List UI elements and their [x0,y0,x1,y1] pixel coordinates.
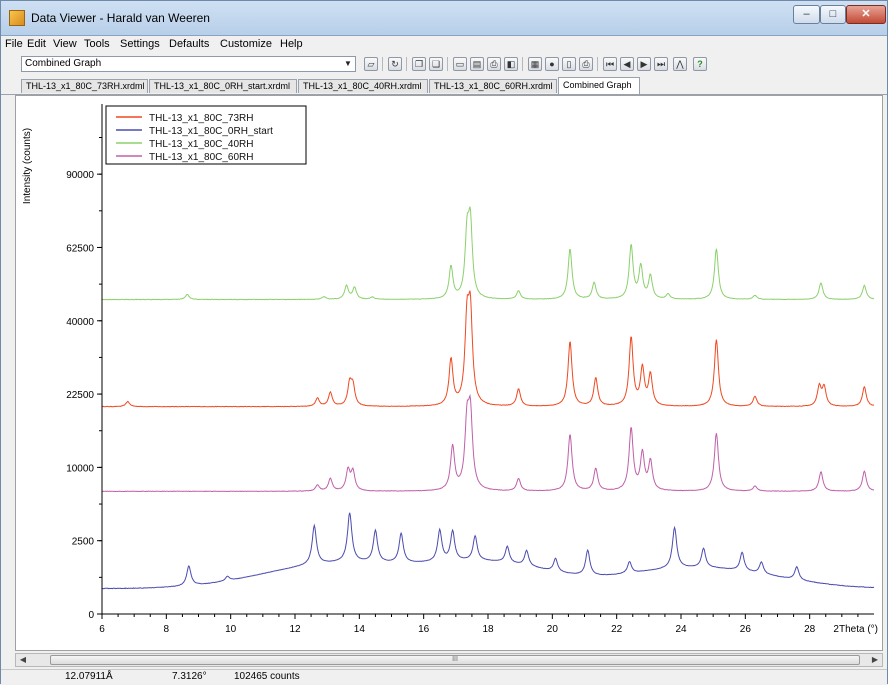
series-line [101,512,875,590]
y-tick-label: 90000 [66,170,94,181]
menu-edit[interactable]: Edit [27,38,46,50]
page-icon[interactable]: ▯ [562,57,576,71]
x-tick-label: 22 [611,624,623,635]
menu-tools[interactable]: Tools [84,38,110,50]
x-tick-label: 26 [740,624,752,635]
y-tick-label: 2500 [72,537,95,548]
horizontal-scrollbar[interactable]: ◀ III ▶ [15,653,883,667]
export-icon[interactable]: ▭ [453,57,467,71]
x-tick-label: 8 [164,624,170,635]
x-tick-label: 28 [804,624,816,635]
status-d-spacing: 12.07911Å [65,671,113,682]
toolbar-separator [522,57,523,71]
tab-strip: THL-13_x1_80C_73RH.xrdml THL-13_x1_80C_0… [1,77,887,95]
menu-help[interactable]: Help [280,38,303,50]
menu-file[interactable]: File [5,38,23,50]
status-counts: 102465 counts [234,671,300,682]
y-tick-label: 62500 [66,243,94,254]
y-axis-label: Intensity (counts) [22,128,33,204]
series-line [101,206,875,301]
scroll-right-icon[interactable]: ▶ [871,655,879,664]
tab-40rh[interactable]: THL-13_x1_80C_40RH.xrdml [298,79,428,93]
legend-label: THL-13_x1_80C_40RH [149,139,254,150]
legend-label: THL-13_x1_80C_73RH [149,113,254,124]
y-tick-label: 22500 [66,390,94,401]
refresh-icon[interactable]: ↻ [388,57,402,71]
y-tick-label: 40000 [66,317,94,328]
plot-area[interactable]: 6 8 10 12 14 16 18 20 22 24 26 28 0 2500 10000 22500 400… [15,95,883,651]
print-icon[interactable]: ⎙ [487,57,501,71]
legend-box [105,105,307,165]
y-tick-label: 0 [88,610,94,621]
tab-73rh[interactable]: THL-13_x1_80C_73RH.xrdml [21,79,148,93]
print-preview-icon[interactable]: ◧ [504,57,518,71]
x-tick-label: 10 [225,624,237,635]
prev-icon[interactable]: ◀ [620,57,634,71]
open-folder-icon[interactable]: ▱ [364,57,378,71]
y-tick-label: 10000 [66,463,94,474]
tab-combined-graph[interactable]: Combined Graph [558,77,640,94]
chevron-down-icon[interactable]: ▼ [344,59,352,68]
toolbar-separator [406,57,407,71]
x-tick-label: 20 [547,624,559,635]
menu-defaults[interactable]: Defaults [169,38,210,50]
tab-60rh[interactable]: THL-13_x1_80C_60RH.xrdml [429,79,557,93]
series-line [101,290,875,408]
minimize-button[interactable]: – [793,5,820,24]
menu-bar: File Edit View Tools Settings Defaults C… [1,36,887,53]
menu-customize[interactable]: Customize [220,38,272,50]
toolbar-separator [382,57,383,71]
printer-icon[interactable]: ⎙ [579,57,593,71]
peak-icon[interactable]: ⋀ [673,57,687,71]
menu-settings[interactable]: Settings [120,38,160,50]
x-tick-label: 12 [289,624,301,635]
graph-select-value: Combined Graph [25,58,102,69]
paste-icon[interactable]: ❏ [429,57,443,71]
title-bar: Data Viewer - Harald van Weeren – □ ✕ [1,1,887,36]
circle-icon[interactable]: ● [545,57,559,71]
first-icon[interactable]: ⏮ [603,57,617,71]
status-bar: 12.07911Å 7.3126° 102465 counts [1,669,887,685]
chart-icon[interactable]: ▤ [470,57,484,71]
x-tick-label: 14 [354,624,366,635]
x-tick-label: 16 [418,624,430,635]
series-line [101,393,875,493]
copy-icon[interactable]: ❐ [412,57,426,71]
status-angle: 7.3126° [172,671,207,682]
close-button[interactable]: ✕ [846,5,886,24]
menu-view[interactable]: View [53,38,77,50]
window-title: Data Viewer - Harald van Weeren [31,11,210,25]
xrd-chart[interactable]: 6 8 10 12 14 16 18 20 22 24 26 28 0 2500 10000 22500 400… [16,96,882,650]
toolbar-separator [447,57,448,71]
next-icon[interactable]: ▶ [637,57,651,71]
x-tick-label: 6 [99,624,105,635]
scroll-left-icon[interactable]: ◀ [19,655,27,664]
toolbar-separator [597,57,598,71]
tab-0rh-start[interactable]: THL-13_x1_80C_0RH_start.xrdml [149,79,297,93]
x-axis-label: 2Theta (°) [833,624,878,635]
grid-icon[interactable]: ▦ [528,57,542,71]
x-tick-label: 18 [482,624,494,635]
last-icon[interactable]: ⏭ [654,57,668,71]
scroll-thumb[interactable]: III [50,655,860,665]
help-icon[interactable]: ? [693,57,707,71]
legend-label: THL-13_x1_80C_60RH [149,152,254,163]
graph-select[interactable]: Combined Graph ▼ [21,56,356,72]
app-icon [9,10,25,26]
x-tick-label: 24 [675,624,687,635]
toolbar: Combined Graph ▼ ▱ ↻ ❐ ❏ ▭ ▤ ⎙ ◧ ▦ ● ▯ ⎙… [1,53,887,75]
maximize-button[interactable]: □ [820,5,846,24]
legend-label: THL-13_x1_80C_0RH_start [149,126,273,137]
